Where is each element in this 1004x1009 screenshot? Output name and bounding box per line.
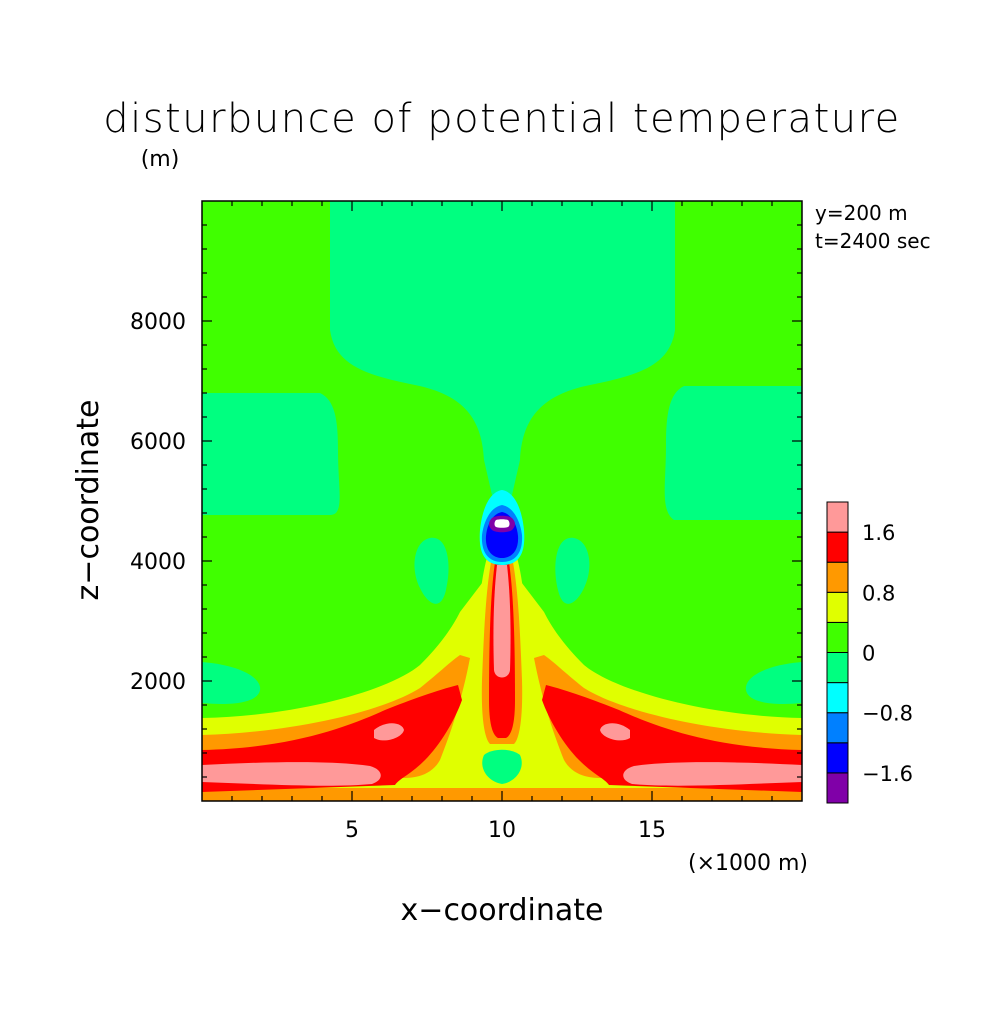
contour-upper-negative-column — [330, 201, 675, 495]
colorbar-labels: −1.6 −0.8 0 0.8 1.6 — [862, 521, 913, 786]
colorbar-label: 1.6 — [862, 521, 895, 545]
x-tick-label: 10 — [488, 818, 516, 843]
colorbar-label: −1.6 — [862, 762, 913, 786]
colorbar-segment — [826, 591, 849, 623]
colorbar-label: −0.8 — [862, 702, 913, 726]
y-axis-label: z−coordinate — [71, 400, 106, 601]
colorbar-segment — [826, 531, 849, 563]
contour-plume-pink — [493, 565, 511, 678]
annotation-time: t=2400 sec — [815, 229, 931, 253]
x-axis-label: x−coordinate — [401, 893, 604, 928]
contour-pink-left-band — [202, 762, 381, 786]
contour-left-low-lobe — [202, 662, 261, 704]
x-tick-label: 15 — [638, 818, 666, 843]
colorbar-segment — [826, 772, 849, 804]
y-tick-label: 2000 — [130, 670, 186, 695]
colorbar-segment — [826, 621, 849, 654]
colorbar-segment — [826, 501, 849, 533]
y-axis-ticks — [202, 224, 802, 778]
colorbar — [826, 501, 849, 804]
contour-pink-right-blob — [600, 723, 630, 741]
colorbar-segment — [826, 742, 849, 774]
y-tick-label: 4000 — [130, 550, 186, 575]
y-tick-label: 8000 — [130, 310, 186, 335]
contour-cold-core-white — [494, 519, 510, 528]
x-axis-ticks — [231, 201, 773, 801]
x-axis-tick-labels: 5 10 15 — [345, 818, 666, 843]
colorbar-segment — [826, 652, 849, 684]
contour-right-negative-band — [664, 386, 802, 520]
y-tick-label: 6000 — [130, 430, 186, 455]
x-axis-unit: (×1000 m) — [688, 851, 808, 876]
plot-area — [202, 201, 802, 801]
colorbar-segment — [826, 712, 849, 744]
colorbar-segment — [826, 561, 849, 593]
x-tick-label: 5 — [345, 818, 359, 843]
contour-right-lobe — [555, 537, 590, 604]
contour-left-negative-band — [202, 393, 340, 515]
y-axis-tick-labels: 2000 4000 6000 8000 — [130, 310, 186, 695]
y-axis-unit: (m) — [141, 147, 180, 172]
contour-center-low-green — [482, 749, 522, 784]
annotation-y-position: y=200 m — [815, 201, 908, 225]
contour-right-low-lobe — [745, 662, 802, 704]
contour-left-lobe — [414, 537, 449, 604]
colorbar-segment — [826, 682, 849, 714]
contour-pink-left-blob — [374, 723, 404, 741]
colorbar-label: 0 — [862, 642, 875, 666]
colorbar-label: 0.8 — [862, 581, 895, 605]
chart-title: disturbunce of potential temperature — [103, 96, 901, 142]
contour-pink-right-band — [623, 762, 802, 786]
